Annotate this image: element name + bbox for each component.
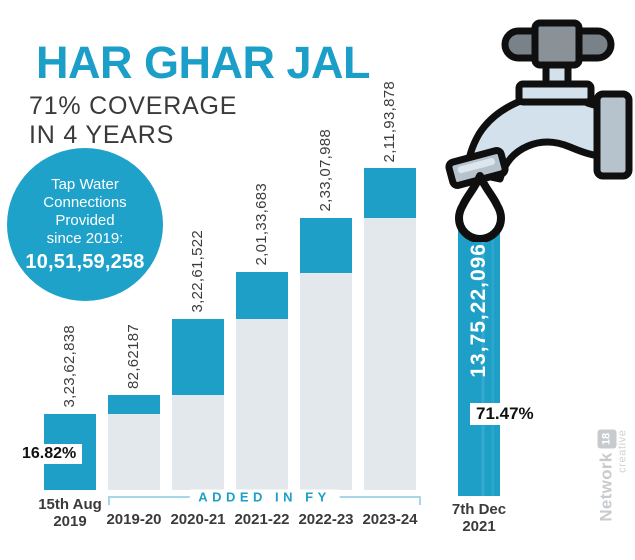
start-percent-badge: 16.82% <box>16 444 83 464</box>
bar-value-label: 3,22,61,522 <box>189 230 206 313</box>
bar-value-label: 2,11,93,878 <box>381 80 398 162</box>
bar-previous-segment <box>300 273 352 490</box>
bar-value-label: 3,23,62,838 <box>61 325 78 408</box>
subtitle-line-1: 71% COVERAGE <box>29 92 238 120</box>
faucet-illustration <box>445 19 633 242</box>
faucet-pipe <box>593 90 633 180</box>
page-title: HAR GHAR JAL <box>36 37 371 88</box>
bar-previous-segment <box>172 395 224 490</box>
coverage-percent-badge: 71.47% <box>470 403 540 425</box>
fy-axis-label: 2022-23 <box>298 511 354 528</box>
fy-group-label: ADDED IN FY <box>189 489 340 505</box>
watermark-sub: creative <box>616 429 629 473</box>
highlight-date-label: 7th Dec 2021 <box>451 501 507 536</box>
bar-2023-24 <box>364 168 416 490</box>
faucet-nozzle-highlight <box>457 157 495 174</box>
bar-2019-20 <box>108 395 160 490</box>
network18-logo-icon: 18 <box>597 429 616 449</box>
subtitle: 71% COVERAGE IN 4 YEARS <box>29 92 237 150</box>
watermark-brand: Network <box>596 452 616 522</box>
bar-added-segment <box>236 272 288 319</box>
faucet-handle-hub <box>531 19 583 69</box>
tap-water-badge: Tap Water Connections Provided since 201… <box>7 148 163 301</box>
bar-2021-22 <box>236 272 288 490</box>
badge-line: Connections <box>43 193 127 211</box>
bar-added-segment <box>172 319 224 395</box>
total-connections-value: 13,75,22,096 <box>467 243 490 378</box>
badge-line: Provided <box>55 211 115 229</box>
bracket-tick-right <box>419 496 421 505</box>
badge-value: 10,51,59,258 <box>25 250 145 273</box>
bar-previous-segment <box>236 319 288 490</box>
fy-axis-label: 2020-21 <box>170 511 226 528</box>
bar-added-segment <box>300 218 352 273</box>
fy-axis-label: 2019-20 <box>106 511 162 528</box>
bar-added-segment <box>364 168 416 218</box>
bar-added-segment <box>108 395 160 414</box>
badge-line: Tap Water <box>51 175 119 193</box>
water-drop-icon <box>455 172 505 242</box>
faucet-flange <box>515 80 595 106</box>
subtitle-line-2: IN 4 YEARS <box>29 120 175 149</box>
fy-group-bracket: ADDED IN FY <box>108 489 421 505</box>
fy-axis-label: 2023-24 <box>362 511 418 528</box>
total-connections-bar: 13,75,22,096 <box>458 228 500 496</box>
bar-2022-23 <box>300 218 352 490</box>
bar-value-label: 82,62187 <box>125 324 142 389</box>
axis-label-first: 15th Aug 2019 <box>38 496 102 531</box>
bar-previous-segment <box>364 218 416 490</box>
bar-value-label: 2,01,33,683 <box>253 183 270 266</box>
badge-line: since 2019: <box>46 229 124 247</box>
bar-value-label: 2,33,07,988 <box>317 129 334 212</box>
bracket-tick-left <box>108 496 110 505</box>
watermark: Network 18 creative <box>596 429 633 553</box>
bar-previous-segment <box>108 414 160 490</box>
fy-axis-label: 2021-22 <box>234 511 290 528</box>
bar-2020-21 <box>172 319 224 490</box>
